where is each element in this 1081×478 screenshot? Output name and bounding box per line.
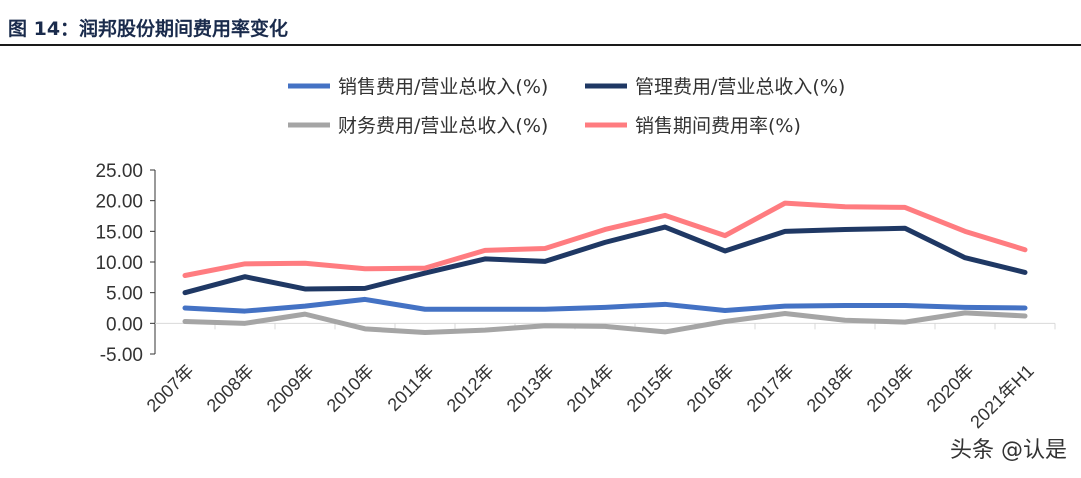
series-line-3 [182, 310, 1028, 336]
x-tick-label: 2019年 [863, 361, 918, 416]
x-tick-label: 2016年 [683, 361, 738, 416]
y-tick-label: 0.00 [106, 314, 143, 335]
x-tick-label: 2011年 [384, 361, 438, 415]
x-tick-label: 2021年H1 [966, 361, 1037, 432]
watermark: 头条 @认是 [950, 438, 1067, 463]
x-tick-label: 2010年 [323, 361, 378, 416]
x-tick-label: 2018年 [803, 361, 858, 416]
x-tick-label: 2008年 [203, 361, 258, 416]
figure-title: 图 14：润邦股份期间费用率变化 [8, 18, 289, 40]
x-tick-label: 2012年 [443, 361, 498, 416]
x-tick-label: 2009年 [263, 361, 318, 416]
y-tick-label: 5.00 [106, 284, 143, 305]
x-tick-label: 2015年 [623, 361, 678, 416]
x-tick-label: 2013年 [503, 361, 558, 416]
legend-label: 销售期间费用率(%) [635, 115, 801, 137]
x-tick-label: 2007年 [143, 361, 198, 416]
title-rule [0, 44, 1081, 46]
x-tick-label: 2014年 [563, 361, 618, 416]
y-tick-label: 15.00 [95, 222, 143, 243]
y-tick-label: -5.00 [100, 345, 143, 366]
x-tick-label: 2017年 [743, 361, 798, 416]
x-tick-label: 2020年 [923, 361, 978, 416]
legend-label: 管理费用/营业总收入(%) [635, 76, 845, 98]
y-tick-label: 20.00 [95, 192, 143, 213]
series-line-1 [182, 296, 1028, 314]
legend-label: 销售费用/营业总收入(%) [338, 76, 548, 98]
series-line-2 [182, 224, 1028, 296]
legend-label: 财务费用/营业总收入(%) [338, 115, 548, 137]
y-tick-label: 10.00 [95, 253, 143, 274]
series-line-4 [182, 200, 1028, 278]
y-tick-label: 25.00 [95, 161, 143, 182]
